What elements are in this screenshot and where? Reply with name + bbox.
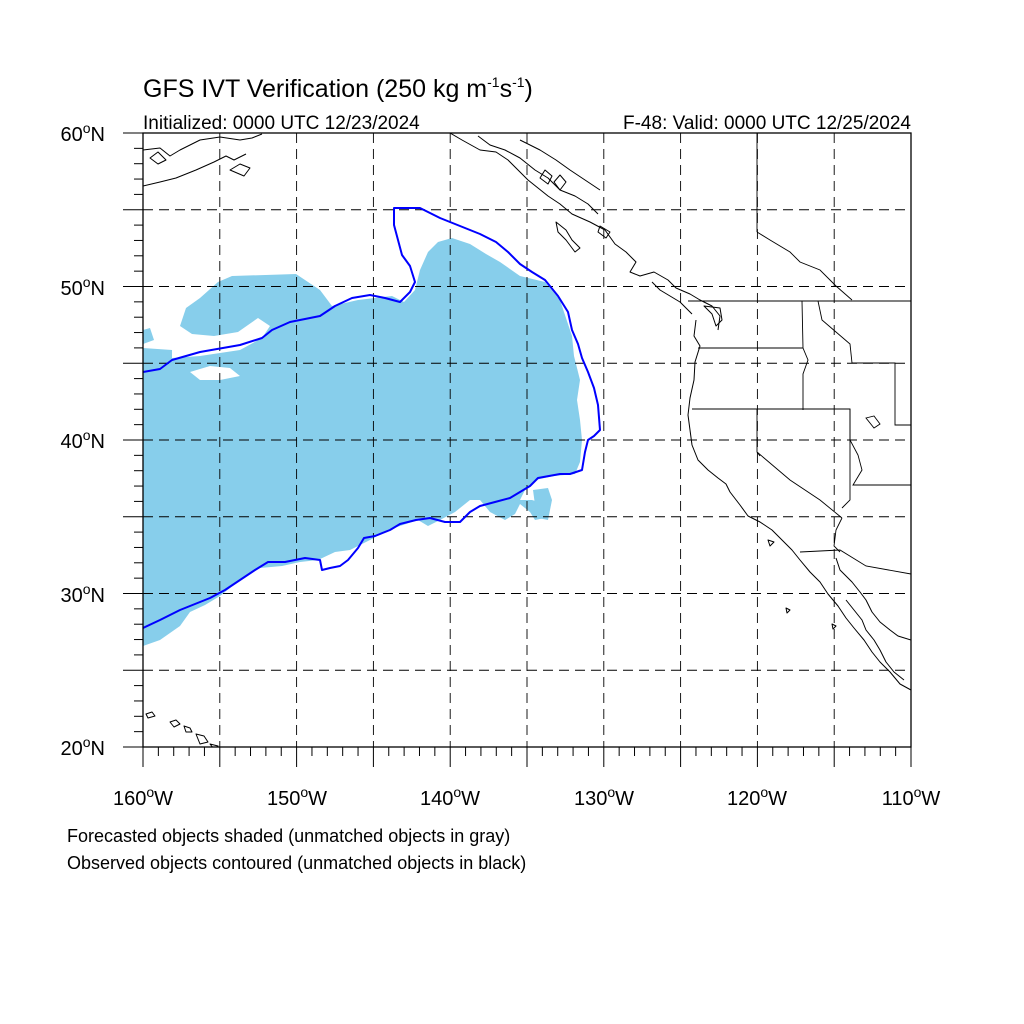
footnote-observed: Observed objects contoured (unmatched ob… <box>67 853 526 873</box>
lat-lon-grid <box>143 133 911 747</box>
lat-label-30: 30oN <box>61 581 106 607</box>
lon-label-140: 140oW <box>420 784 480 810</box>
lat-label-50: 50oN <box>61 274 106 300</box>
lon-label-160: 160oW <box>113 784 173 810</box>
lon-label-130: 130oW <box>574 784 634 810</box>
political-boundaries <box>688 133 911 575</box>
lon-label-150: 150oW <box>267 784 327 810</box>
footnote-forecast: Forecasted objects shaded (unmatched obj… <box>67 826 510 846</box>
lat-label-40: 40oN <box>61 427 106 453</box>
lon-label-120: 120oW <box>727 784 787 810</box>
lat-label-20: 20oN <box>61 734 106 760</box>
forecast-ivt-object <box>143 238 582 646</box>
valid-time: F-48: Valid: 0000 UTC 12/25/2024 <box>623 113 911 134</box>
lon-axis-labels: 160oW 150oW 140oW 130oW 120oW 110oW <box>113 784 940 810</box>
initialized-time: Initialized: 0000 UTC 12/23/2024 <box>143 113 420 134</box>
lat-label-60: 60oN <box>61 120 106 146</box>
map-title: GFS IVT Verification (250 kg m-1s-1) <box>143 74 533 103</box>
lon-label-110: 110oW <box>882 784 941 810</box>
lat-axis-labels: 60oN 50oN 40oN 30oN 20oN <box>61 120 106 760</box>
observed-ivt-contour <box>143 207 601 629</box>
axis-ticks <box>123 132 912 767</box>
forecast-tail-east <box>533 488 552 520</box>
forecast-patch-west <box>143 328 154 344</box>
forecast-gap <box>190 366 240 380</box>
